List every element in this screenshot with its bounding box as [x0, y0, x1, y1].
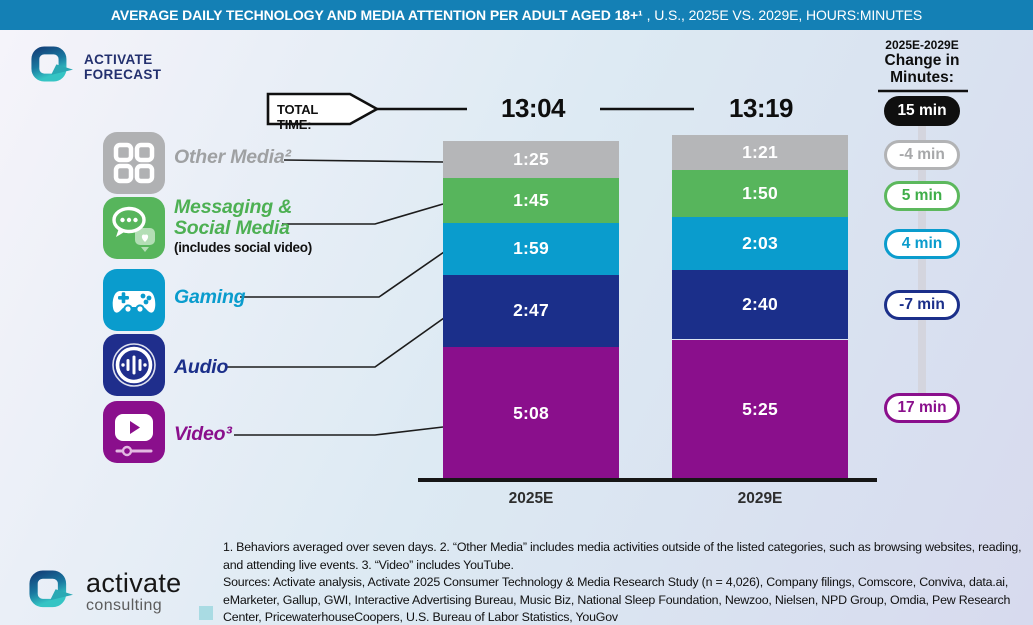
bar-segment: 1:59	[443, 223, 619, 275]
x-axis-label-2025: 2025E	[508, 490, 554, 507]
chat-heart-icon	[103, 197, 165, 259]
change-pill: 15 min	[884, 96, 960, 126]
legend-label-messaging: Messaging & Social Media	[174, 196, 293, 239]
bar-segment: 1:25	[443, 141, 619, 178]
connector-video	[234, 426, 444, 436]
change-range-label: 2025E-2029E	[885, 38, 959, 52]
bar-segment: 2:40	[672, 270, 848, 340]
consulting-wordmark-line1: activate	[86, 568, 182, 598]
title-bar: AVERAGE DAILY TECHNOLOGY AND MEDIA ATTEN…	[0, 0, 1033, 30]
logo-line1: ACTIVATE	[84, 52, 153, 67]
bar-segment: 5:08	[443, 346, 619, 480]
bar-segment-value: 1:45	[513, 189, 549, 210]
bar-segment-value: 1:59	[513, 238, 549, 259]
bar-segment-value: 2:47	[513, 300, 549, 321]
total-time-2025: 13:04	[501, 93, 566, 123]
x-axis-line	[418, 478, 877, 482]
activate-forecast-wordmark: ACTIVATE FORECAST	[84, 52, 161, 82]
change-line1: Change in	[884, 52, 960, 69]
bar-segment: 1:50	[672, 169, 848, 218]
bar-segment-value: 1:50	[742, 182, 778, 203]
change-pill: 5 min	[884, 181, 960, 211]
connector-gaming	[240, 251, 445, 298]
change-pill: 4 min	[884, 229, 960, 259]
total-time-label: TOTAL TIME:	[277, 102, 318, 132]
page-title-bold: AVERAGE DAILY TECHNOLOGY AND MEDIA ATTEN…	[110, 7, 643, 23]
footnote-notes: 1. Behaviors averaged over seven days. 2…	[223, 540, 1022, 572]
activate-forecast-logo: ACTIVATE FORECAST	[30, 46, 161, 88]
bar-segment: 1:21	[672, 134, 848, 170]
decorative-teal-square	[199, 606, 213, 620]
total-time-2029: 13:19	[729, 93, 794, 123]
change-pill: 17 min	[884, 393, 960, 423]
connector-audio	[226, 317, 445, 368]
gamepad-icon	[103, 269, 165, 331]
video-player-icon	[103, 401, 165, 463]
bar-segment-value: 1:25	[513, 148, 549, 169]
bar-segment-value: 2:03	[742, 233, 778, 254]
logo-line2: FORECAST	[84, 67, 162, 82]
bar-segment-value: 2:40	[742, 294, 778, 315]
change-pill: -7 min	[884, 290, 960, 320]
activate-logo-icon	[29, 570, 73, 608]
grid-icon	[103, 132, 165, 194]
legend-label-gaming: Gaming	[174, 286, 246, 308]
legend-label-video: Video³	[174, 423, 232, 445]
legend-label-other-media: Other Media²	[174, 146, 291, 168]
legend-sublabel-messaging: (includes social video)	[174, 240, 312, 255]
change-pill: -4 min	[884, 140, 960, 170]
consulting-wordmark-line2: consulting	[86, 597, 163, 614]
change-column-guide-line	[918, 112, 926, 410]
audio-wave-icon	[103, 334, 165, 396]
bar-segment-value: 5:08	[513, 402, 549, 423]
activate-consulting-logo: activate consulting	[28, 570, 181, 615]
bar-segment: 5:25	[672, 339, 848, 480]
bar-segment: 2:03	[672, 217, 848, 271]
bar-segment-value: 5:25	[742, 399, 778, 420]
activate-logo-icon	[31, 46, 73, 82]
x-axis-label-2029: 2029E	[737, 490, 783, 507]
bar-segment-value: 1:21	[742, 141, 778, 162]
change-line2: Minutes:	[890, 69, 954, 86]
footnote-sources: Sources: Activate analysis, Activate 202…	[223, 575, 1011, 624]
footnotes-block: 1. Behaviors averaged over seven days. 2…	[223, 539, 1029, 625]
connector-other-media	[283, 159, 444, 163]
bar-segment: 1:45	[443, 177, 619, 224]
bar-segment: 2:47	[443, 274, 619, 347]
legend-label-audio: Audio	[174, 356, 229, 378]
page-title-rest: , U.S., 2025E VS. 2029E, HOURS:MINUTES	[646, 7, 923, 23]
change-in-minutes-header: 2025E-2029E Change in Minutes:	[868, 38, 976, 86]
